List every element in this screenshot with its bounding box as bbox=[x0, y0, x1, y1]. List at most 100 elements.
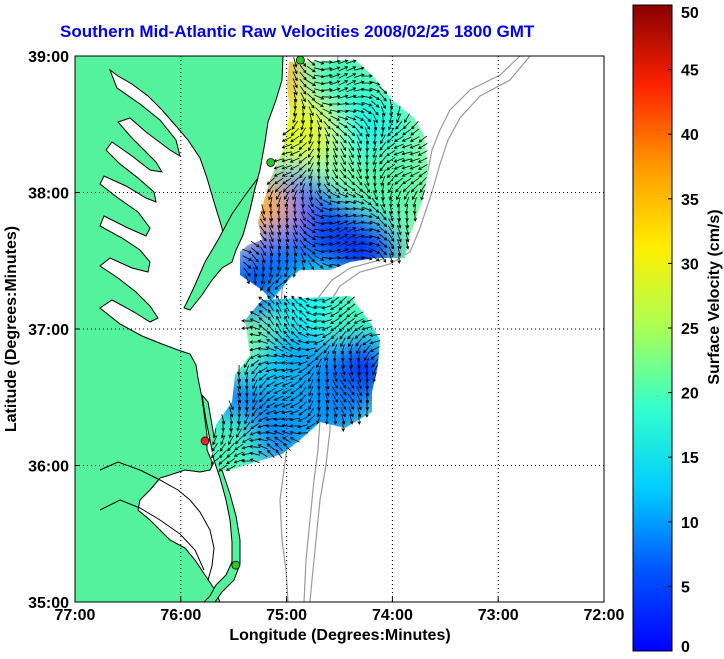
velocity-arrow bbox=[405, 232, 410, 243]
velocity-arrow bbox=[370, 228, 381, 233]
velocity-arrow bbox=[354, 121, 364, 129]
velocity-arrow bbox=[331, 176, 339, 186]
velocity-arrow bbox=[281, 143, 292, 149]
velocity-arrow bbox=[323, 120, 331, 130]
velocity-arrow bbox=[299, 380, 307, 389]
velocity-arrow bbox=[379, 148, 387, 158]
velocity-arrow bbox=[298, 296, 308, 304]
velocity-arrow bbox=[299, 85, 307, 95]
velocity-arrow bbox=[317, 183, 322, 194]
velocity-arrow bbox=[402, 177, 412, 185]
velocity-arrow bbox=[273, 423, 284, 428]
velocity-arrow bbox=[273, 375, 284, 380]
velocity-arrow bbox=[313, 305, 325, 309]
velocity-arrow bbox=[378, 226, 388, 234]
velocity-arrow bbox=[339, 177, 348, 186]
velocity-arrow bbox=[250, 240, 260, 248]
velocity-arrow bbox=[299, 218, 307, 228]
velocity-arrow bbox=[308, 379, 314, 390]
velocity-arrow bbox=[307, 365, 315, 375]
lat-lon-grid bbox=[75, 56, 604, 602]
velocity-arrow bbox=[316, 365, 321, 376]
velocity-arrow bbox=[330, 331, 339, 340]
velocity-arrow bbox=[250, 359, 260, 367]
velocity-arrow bbox=[394, 177, 404, 185]
velocity-arrow bbox=[268, 190, 274, 201]
velocity-arrow bbox=[346, 59, 357, 64]
velocity-arrow bbox=[313, 339, 324, 345]
velocity-arrow bbox=[258, 408, 268, 416]
velocity-arrow bbox=[338, 234, 349, 240]
velocity-arrow bbox=[252, 379, 258, 390]
velocity-arrow bbox=[299, 176, 307, 186]
velocity-arrow bbox=[419, 183, 427, 193]
velocity-arrow bbox=[292, 106, 297, 117]
velocity-arrow bbox=[379, 92, 387, 102]
velocity-arrow bbox=[372, 372, 377, 383]
velocity-arrow bbox=[338, 317, 348, 325]
velocity-arrow bbox=[277, 225, 282, 236]
velocity-arrow bbox=[281, 395, 292, 401]
velocity-arrow bbox=[257, 339, 268, 344]
velocity-arrow bbox=[298, 149, 308, 157]
velocity-arrow bbox=[346, 200, 357, 205]
velocity-arrow bbox=[292, 78, 298, 89]
velocity-arrow bbox=[346, 80, 357, 86]
velocity-arrow bbox=[321, 297, 332, 303]
velocity-arrow bbox=[276, 315, 282, 326]
velocity-arrow bbox=[267, 309, 275, 319]
velocity-arrow bbox=[314, 213, 325, 219]
velocity-arrow bbox=[301, 204, 306, 215]
velocity-arrow bbox=[331, 127, 339, 137]
velocity-arrow bbox=[308, 162, 314, 173]
velocity-arrow bbox=[266, 177, 275, 185]
velocity-arrow bbox=[291, 295, 299, 305]
velocity-arrow bbox=[372, 365, 378, 376]
velocity-arrow bbox=[397, 239, 402, 250]
velocity-arrow bbox=[338, 310, 348, 318]
velocity-arrow bbox=[362, 101, 373, 107]
velocity-arrow bbox=[348, 407, 354, 418]
velocity-arrow bbox=[249, 458, 260, 464]
velocity-arrow bbox=[340, 372, 346, 383]
velocity-arrow bbox=[273, 388, 284, 394]
velocity-arrow bbox=[330, 234, 341, 240]
velocity-arrow bbox=[300, 183, 306, 194]
velocity-arrow bbox=[314, 205, 324, 213]
velocity-arrow bbox=[298, 310, 307, 318]
velocity-arrow bbox=[372, 162, 377, 173]
velocity-arrow bbox=[251, 407, 259, 417]
velocity-arrow bbox=[299, 134, 307, 144]
velocity-arrow bbox=[305, 340, 317, 344]
velocity-arrow bbox=[317, 175, 322, 187]
velocity-arrow bbox=[330, 184, 340, 192]
velocity-arrow bbox=[339, 400, 347, 410]
velocity-arrow bbox=[330, 66, 341, 71]
velocity-arrow bbox=[347, 169, 355, 179]
velocity-arrow bbox=[299, 386, 307, 396]
velocity-arrow bbox=[273, 395, 284, 401]
velocity-arrow bbox=[273, 346, 284, 352]
velocity-arrow bbox=[364, 351, 370, 362]
velocity-arrow bbox=[265, 346, 276, 352]
velocity-arrow bbox=[394, 128, 404, 136]
velocity-arrow bbox=[260, 274, 265, 285]
velocity-arrow bbox=[308, 260, 315, 271]
velocity-arrow bbox=[250, 415, 259, 424]
velocity-arrow bbox=[330, 121, 340, 129]
velocity-arrow bbox=[244, 274, 250, 285]
velocity-arrow bbox=[249, 340, 261, 344]
velocity-arrow bbox=[300, 120, 305, 131]
velocity-arrow bbox=[354, 66, 365, 71]
velocity-arrow bbox=[332, 372, 338, 383]
velocity-arrow bbox=[379, 219, 388, 228]
velocity-arrow bbox=[290, 381, 300, 388]
velocity-arrow bbox=[307, 204, 315, 214]
velocity-arrow bbox=[268, 274, 274, 285]
velocity-arrow bbox=[258, 373, 268, 381]
velocity-arrow bbox=[348, 162, 354, 173]
velocity-arrow bbox=[276, 267, 282, 278]
velocity-arrow bbox=[281, 171, 292, 177]
velocity-arrow bbox=[241, 459, 252, 463]
velocity-arrow bbox=[357, 155, 362, 166]
